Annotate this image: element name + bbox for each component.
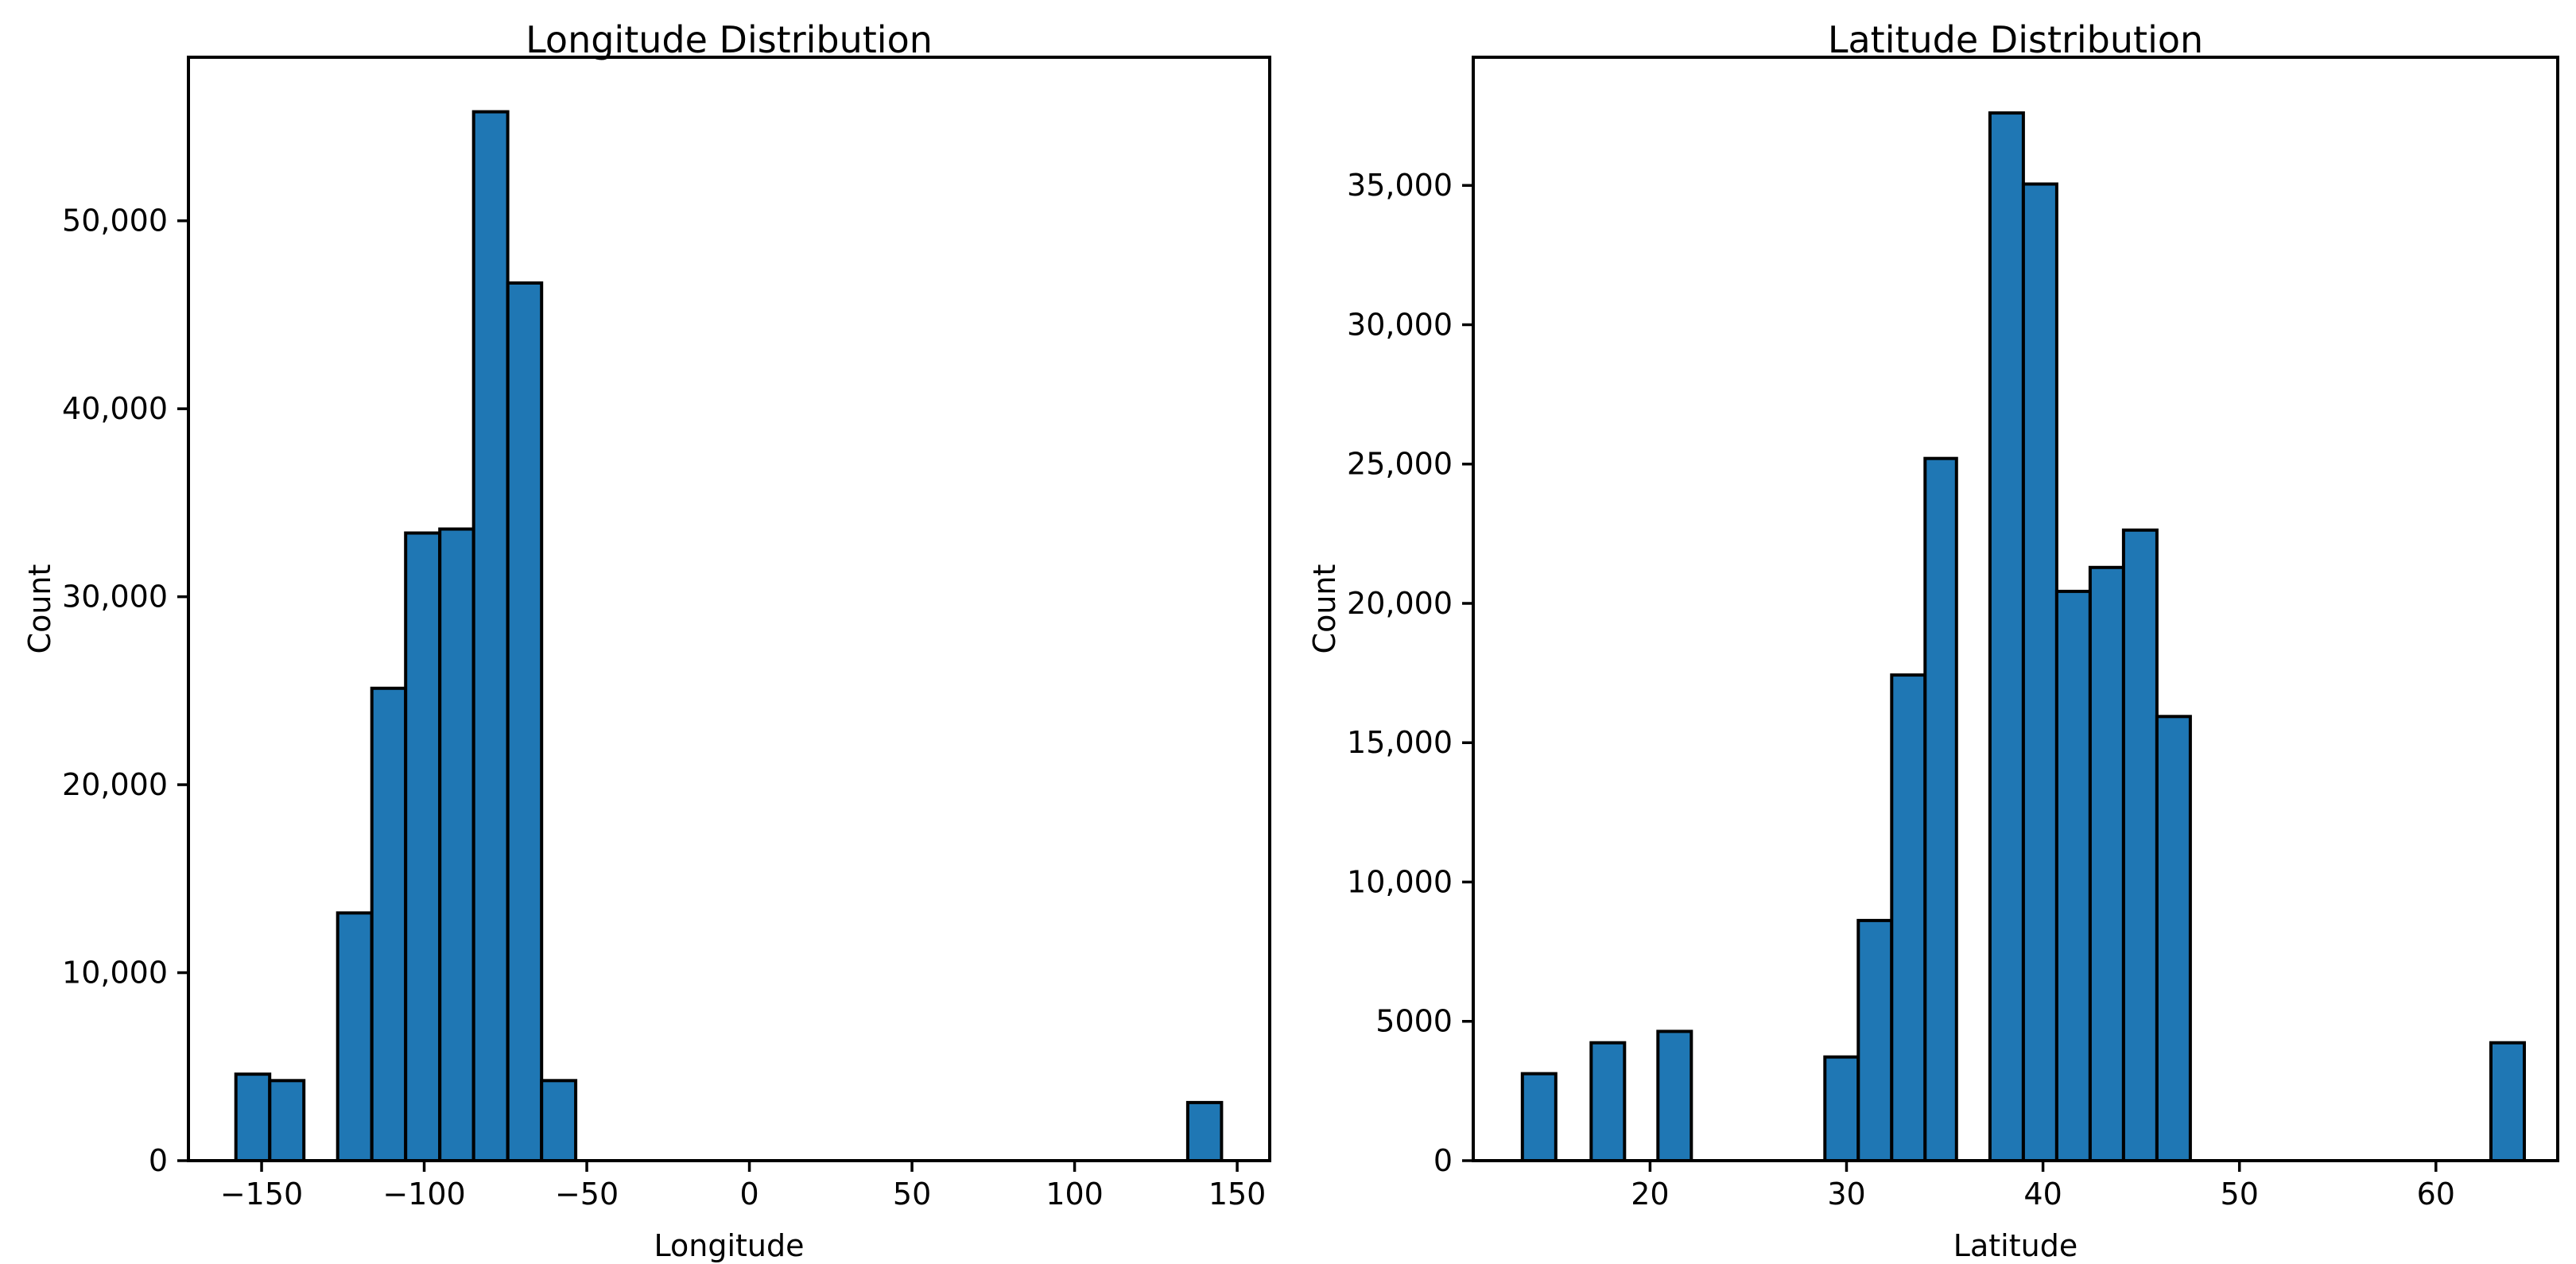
y-tick-label: 25,000 [1347,447,1453,482]
histogram-bar [2021,182,2058,1162]
x-tick-label: 150 [1208,1177,1267,1212]
left-xaxis-label: Longitude [654,1228,805,1263]
histogram-bar [234,1072,272,1162]
x-tick-label: 0 [739,1177,758,1212]
histogram-bar [404,531,442,1162]
x-tick-label: −50 [555,1177,619,1212]
left-yaxis-label: Count [22,564,57,654]
plot-spines [1472,56,2559,1162]
histogram-bars [234,110,1224,1163]
longitude-histogram-plot: −150 −100 −50 0 50 100 150 0 10,000 20,000 30,000 4… [62,56,1271,1212]
histogram-bar [1823,1055,1860,1162]
y-tick-label: 30,000 [62,580,168,615]
plot-spines [187,56,1271,1162]
x-tick-label: 30 [1827,1177,1865,1212]
histogram-bar [1656,1029,1693,1163]
histogram-bar [1856,918,1894,1163]
y-tick-label: 0 [1433,1143,1453,1178]
histogram-bar [1923,456,1958,1162]
histogram-bar [438,527,475,1162]
x-tick-label: −150 [220,1177,303,1212]
x-tick-label: 40 [2023,1177,2062,1212]
right-xaxis-label: Latitude [1953,1228,2077,1263]
y-tick-label: 50,000 [62,204,168,238]
histogram-bar [2489,1041,2526,1162]
histogram-bar [1520,1072,1558,1162]
y-tick-label: 5000 [1375,1004,1453,1039]
y-tick-label: 20,000 [62,767,168,802]
histogram-bar [2121,528,2159,1162]
x-tick-label: −100 [382,1177,465,1212]
x-tick-label: 100 [1046,1177,1104,1212]
right-chart-title: Latitude Distribution [1828,18,2203,61]
x-tick-label: 50 [2221,1177,2259,1212]
y-tick-label: 10,000 [62,956,168,991]
y-tick-label: 40,000 [62,391,168,426]
y-tick-label: 35,000 [1347,168,1453,203]
histogram-bar [506,281,544,1162]
y-tick-label: 15,000 [1347,725,1453,760]
histogram-bar [1988,111,2025,1163]
latitude-histogram-plot: 20 30 40 50 60 0 5000 10,000 15,000 20,000 25,000 3… [1347,56,2559,1212]
histogram-bar [1185,1100,1224,1163]
histogram-bar [1589,1041,1627,1162]
histogram-bar [2155,715,2192,1162]
histogram-bar [268,1079,306,1163]
x-tick-label: 50 [893,1177,931,1212]
histogram-bar [2088,565,2125,1162]
y-tick-label: 30,000 [1347,307,1453,342]
left-chart-title: Longitude Distribution [526,18,933,61]
histogram-bar [471,110,510,1163]
y-tick-label: 0 [149,1143,168,1178]
x-tick-label: 20 [1631,1177,1669,1212]
histogram-bars [1520,111,2526,1163]
histogram-bar [1890,673,1927,1162]
histogram-bar [2054,589,2092,1162]
x-tick-label: 60 [2417,1177,2455,1212]
histogram-bar [336,911,374,1163]
right-yaxis-label: Count [1307,564,1342,654]
y-tick-label: 20,000 [1347,586,1453,621]
y-tick-label: 10,000 [1347,864,1453,899]
histogram-bar [540,1079,578,1163]
histogram-bar [370,686,408,1162]
